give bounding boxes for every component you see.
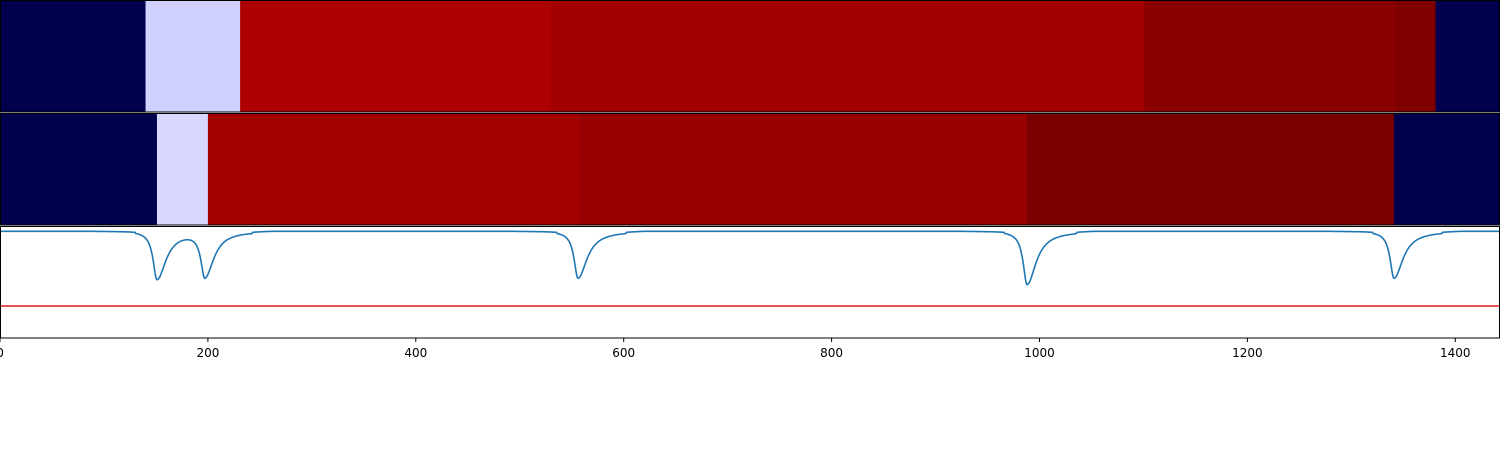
heatmap-segment [1393, 0, 1437, 112]
heatmap-middle [0, 113, 1500, 225]
heatmap-segment [550, 0, 1145, 112]
x-tick-label: 400 [404, 346, 427, 360]
line-panel [0, 226, 1500, 338]
x-tick-label: 0 [0, 346, 4, 360]
heatmap-segment [1435, 0, 1500, 112]
heatmap-segment [0, 0, 147, 112]
heatmap-segment [1144, 0, 1395, 112]
signal-line [0, 230, 1500, 286]
heatmap-segment [156, 113, 209, 225]
heatmap-segment [1393, 113, 1500, 225]
heatmap-segment [145, 0, 241, 112]
heatmap-segment [1027, 113, 1395, 225]
heatmap-segment [207, 113, 580, 225]
x-axis: 0 200 400 600 800 1000 1200 1400 [0, 338, 1471, 360]
heatmap-segment [579, 113, 1028, 225]
x-tick-label: 1200 [1232, 346, 1263, 360]
x-tick-label: 600 [612, 346, 635, 360]
x-tick-label: 200 [196, 346, 219, 360]
x-tick-label: 1000 [1024, 346, 1055, 360]
heatmap-segment [240, 0, 552, 112]
x-tick-label: 800 [820, 346, 843, 360]
x-tick-label: 1400 [1440, 346, 1471, 360]
heatmap-segment [0, 113, 158, 225]
heatmap-top [0, 0, 1500, 112]
line-panel-background [0, 226, 1500, 338]
